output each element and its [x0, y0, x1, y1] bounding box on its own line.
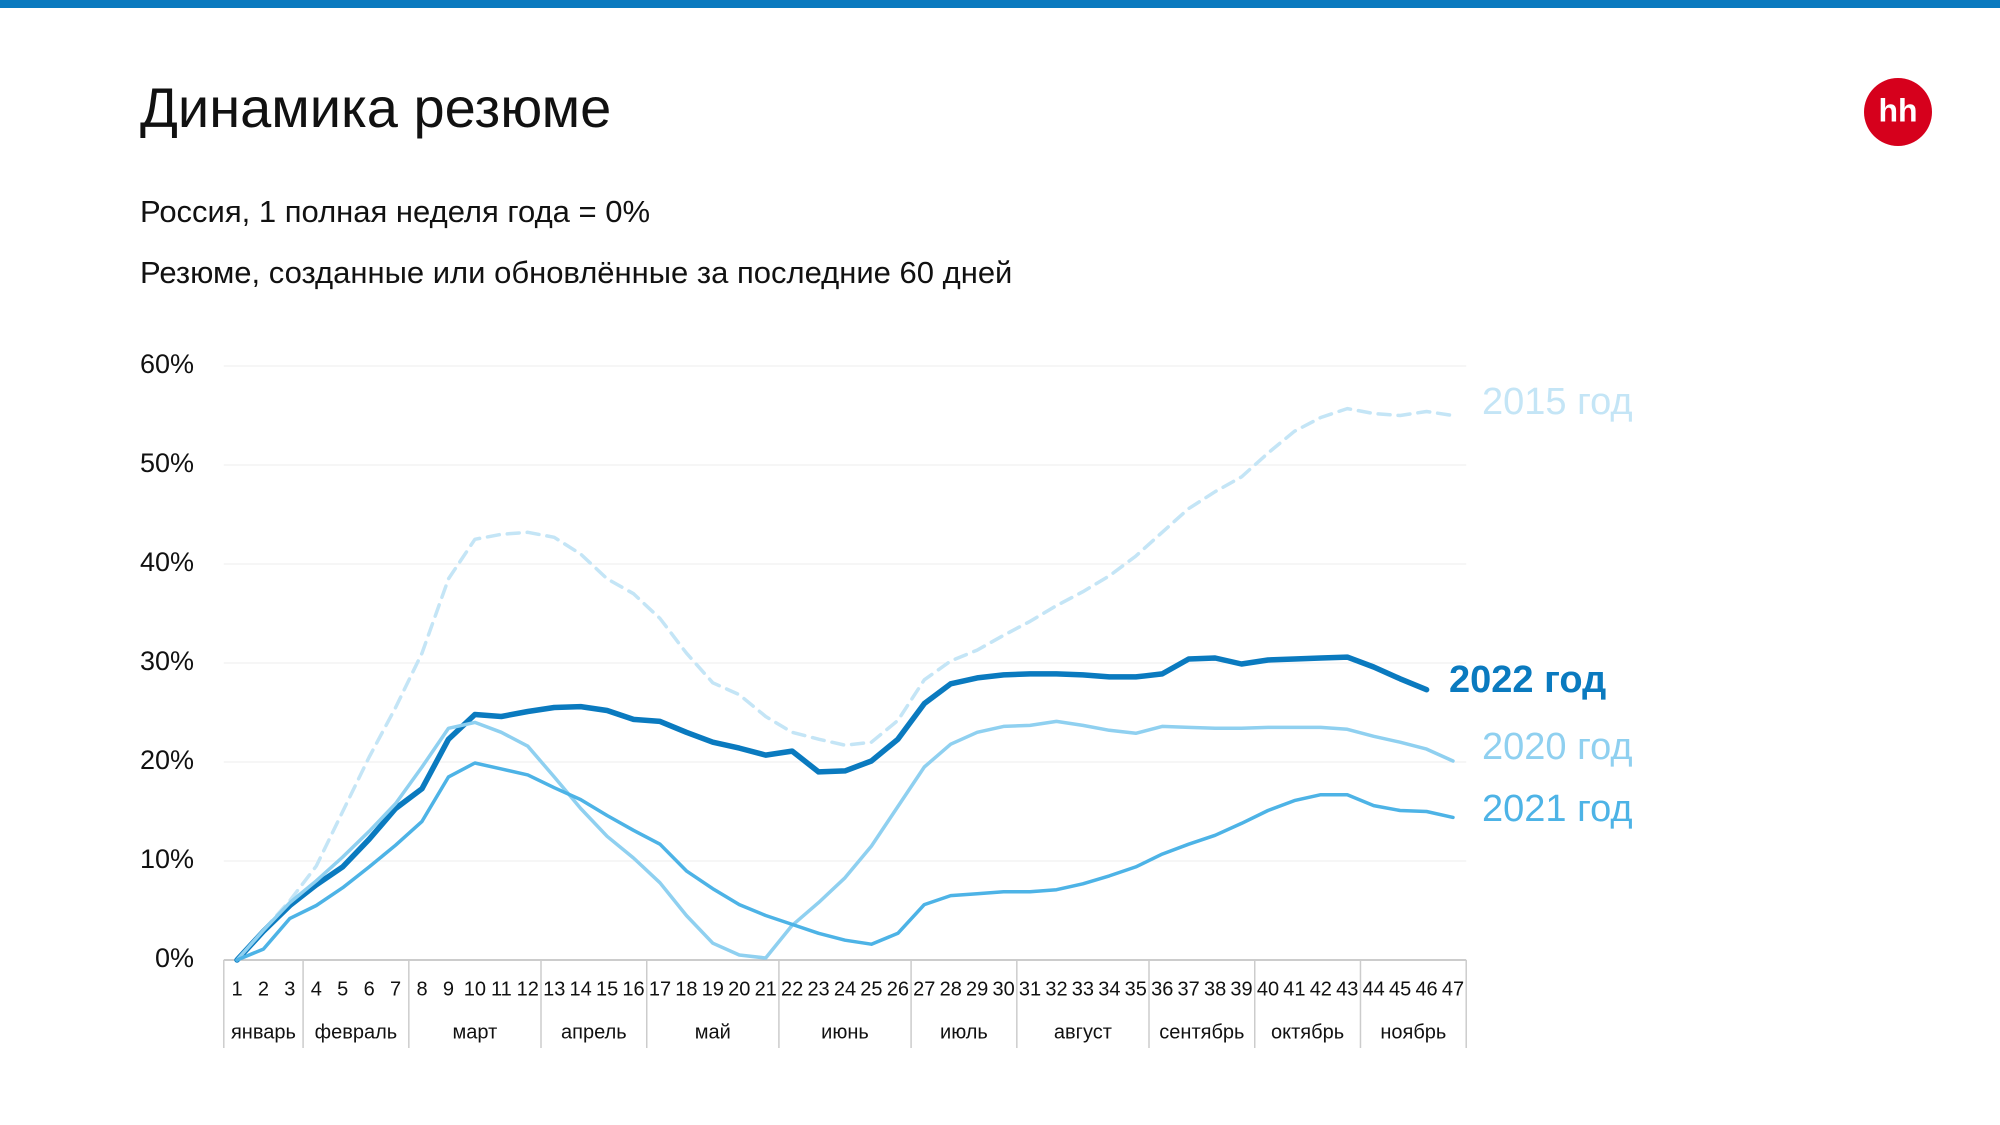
x-tick-label: 19 [702, 978, 724, 1000]
x-tick-label: 1 [231, 978, 242, 1000]
x-tick-label: 35 [1125, 978, 1147, 1000]
y-tick-label: 0% [155, 943, 194, 973]
logo [1864, 78, 1932, 146]
x-tick-label: 46 [1415, 978, 1437, 1000]
x-tick-label: 37 [1178, 978, 1200, 1000]
x-tick-label: 33 [1072, 978, 1094, 1000]
series-label: 2021 год [1482, 788, 1633, 830]
subtitle: Россия, 1 полная неделя года = 0% [140, 194, 650, 229]
series-line [235, 761, 1455, 962]
x-tick-label: 20 [728, 978, 750, 1000]
x-tick-label: 40 [1257, 978, 1279, 1000]
x-tick-label: 43 [1336, 978, 1358, 1000]
x-tick-label: 2 [258, 978, 269, 1000]
month-label: сентябрь [1159, 1021, 1244, 1043]
x-tick-label: 17 [649, 978, 671, 1000]
x-tick-label: 6 [364, 978, 375, 1000]
x-tick-label: 24 [834, 978, 856, 1000]
x-tick-label: 25 [860, 978, 882, 1000]
x-tick-label: 38 [1204, 978, 1226, 1000]
x-tick-label: 41 [1283, 978, 1305, 1000]
x-tick-label: 23 [807, 978, 829, 1000]
x-tick-label: 39 [1230, 978, 1252, 1000]
top-bar [0, 0, 2000, 8]
x-tick-label: 29 [966, 978, 988, 1000]
series-line [235, 719, 1455, 962]
x-tick-label: 21 [755, 978, 777, 1000]
month-label: октябрь [1271, 1021, 1344, 1043]
month-label: февраль [315, 1021, 398, 1043]
x-tick-label: 16 [622, 978, 644, 1000]
x-tick-label: 14 [570, 978, 592, 1000]
subtitle: Резюме, созданные или обновлённые за пос… [140, 255, 1012, 290]
chart-title: Динамика резюме [140, 76, 611, 139]
x-tick-label: 9 [443, 978, 454, 1000]
x-tick-label: 15 [596, 978, 618, 1000]
x-tick-label: 8 [416, 978, 427, 1000]
x-tick-label: 18 [675, 978, 697, 1000]
y-tick-label: 10% [140, 844, 194, 874]
y-tick-label: 60% [140, 349, 194, 379]
x-tick-label: 45 [1389, 978, 1411, 1000]
x-tick-label: 10 [464, 978, 486, 1000]
x-tick-label: 13 [543, 978, 565, 1000]
series-label: 2015 год [1482, 381, 1633, 423]
series-label: 2022 год [1449, 659, 1606, 701]
month-label: июль [940, 1021, 988, 1043]
logo-text: hh [1878, 92, 1917, 128]
x-tick-label: 7 [390, 978, 401, 1000]
month-label: май [695, 1021, 731, 1043]
x-tick-label: 4 [311, 978, 322, 1000]
x-tick-label: 34 [1098, 978, 1120, 1000]
series-label: 2020 год [1482, 726, 1633, 768]
x-tick-label: 30 [992, 978, 1014, 1000]
y-tick-label: 30% [140, 646, 194, 676]
x-tick-label: 22 [781, 978, 803, 1000]
x-tick-label: 36 [1151, 978, 1173, 1000]
y-tick-label: 50% [140, 448, 194, 478]
x-tick-label: 47 [1442, 978, 1464, 1000]
x-tick-label: 5 [337, 978, 348, 1000]
x-tick-label: 3 [284, 978, 295, 1000]
y-tick-label: 20% [140, 745, 194, 775]
month-label: июнь [821, 1021, 869, 1043]
x-tick-label: 11 [491, 978, 512, 1000]
x-tick-label: 28 [940, 978, 962, 1000]
series-line [235, 406, 1455, 962]
x-tick-label: 44 [1363, 978, 1385, 1000]
month-label: ноябрь [1380, 1021, 1446, 1043]
x-tick-label: 12 [517, 978, 539, 1000]
month-label: август [1054, 1021, 1112, 1043]
series-line [234, 654, 1430, 963]
month-label: март [453, 1021, 498, 1043]
x-tick-label: 31 [1019, 978, 1041, 1000]
y-tick-label: 40% [140, 547, 194, 577]
x-tick-label: 42 [1310, 978, 1332, 1000]
month-label: январь [231, 1021, 296, 1043]
month-label: апрель [561, 1021, 627, 1043]
x-tick-label: 32 [1045, 978, 1067, 1000]
x-tick-label: 26 [887, 978, 909, 1000]
x-tick-label: 27 [913, 978, 935, 1000]
